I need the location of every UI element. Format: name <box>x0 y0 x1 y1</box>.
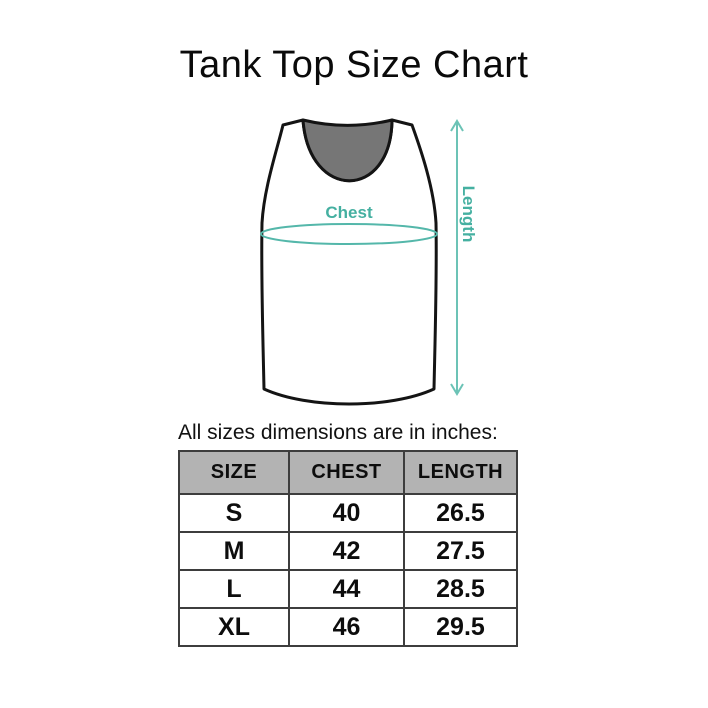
size-cell: XL <box>178 607 290 647</box>
tank-top-illustration-svg: Chest Length <box>260 118 478 406</box>
length-cell: 27.5 <box>403 531 518 571</box>
table-row-l: L 44 28.5 <box>178 569 518 609</box>
chest-measure-ellipse <box>260 223 438 245</box>
col-header-chest: CHEST <box>288 450 405 495</box>
chest-cell: 40 <box>288 493 405 533</box>
table-row-m: M 42 27.5 <box>178 531 518 571</box>
chest-cell: 44 <box>288 569 405 609</box>
size-cell: L <box>178 569 290 609</box>
size-table: SIZE CHEST LENGTH S 40 26.5 M 42 27.5 L … <box>178 450 518 647</box>
size-cell: S <box>178 493 290 533</box>
table-row-s: S 40 26.5 <box>178 493 518 533</box>
col-header-length: LENGTH <box>403 450 518 495</box>
chest-cell: 42 <box>288 531 405 571</box>
length-measure-label: Length <box>459 186 478 243</box>
length-cell: 29.5 <box>403 607 518 647</box>
chest-measure-label: Chest <box>325 203 373 222</box>
chest-cell: 46 <box>288 607 405 647</box>
size-cell: M <box>178 531 290 571</box>
table-row-xl: XL 46 29.5 <box>178 607 518 647</box>
col-header-size: SIZE <box>178 450 290 495</box>
tank-neck-opening <box>301 118 394 183</box>
units-note: All sizes dimensions are in inches: <box>178 421 498 444</box>
length-cell: 28.5 <box>403 569 518 609</box>
length-cell: 26.5 <box>403 493 518 533</box>
tank-top-diagram: Chest Length <box>240 106 500 416</box>
page-title: Tank Top Size Chart <box>179 44 529 86</box>
arrow-up-icon <box>450 119 464 132</box>
table-header-row: SIZE CHEST LENGTH <box>178 450 518 495</box>
length-arrow <box>450 119 464 396</box>
arrow-down-icon <box>450 383 464 396</box>
